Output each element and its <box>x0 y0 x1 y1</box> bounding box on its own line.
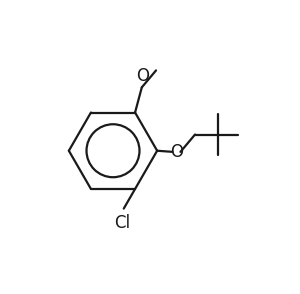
Text: Cl: Cl <box>115 214 131 232</box>
Text: O: O <box>136 67 149 85</box>
Text: O: O <box>170 143 183 161</box>
